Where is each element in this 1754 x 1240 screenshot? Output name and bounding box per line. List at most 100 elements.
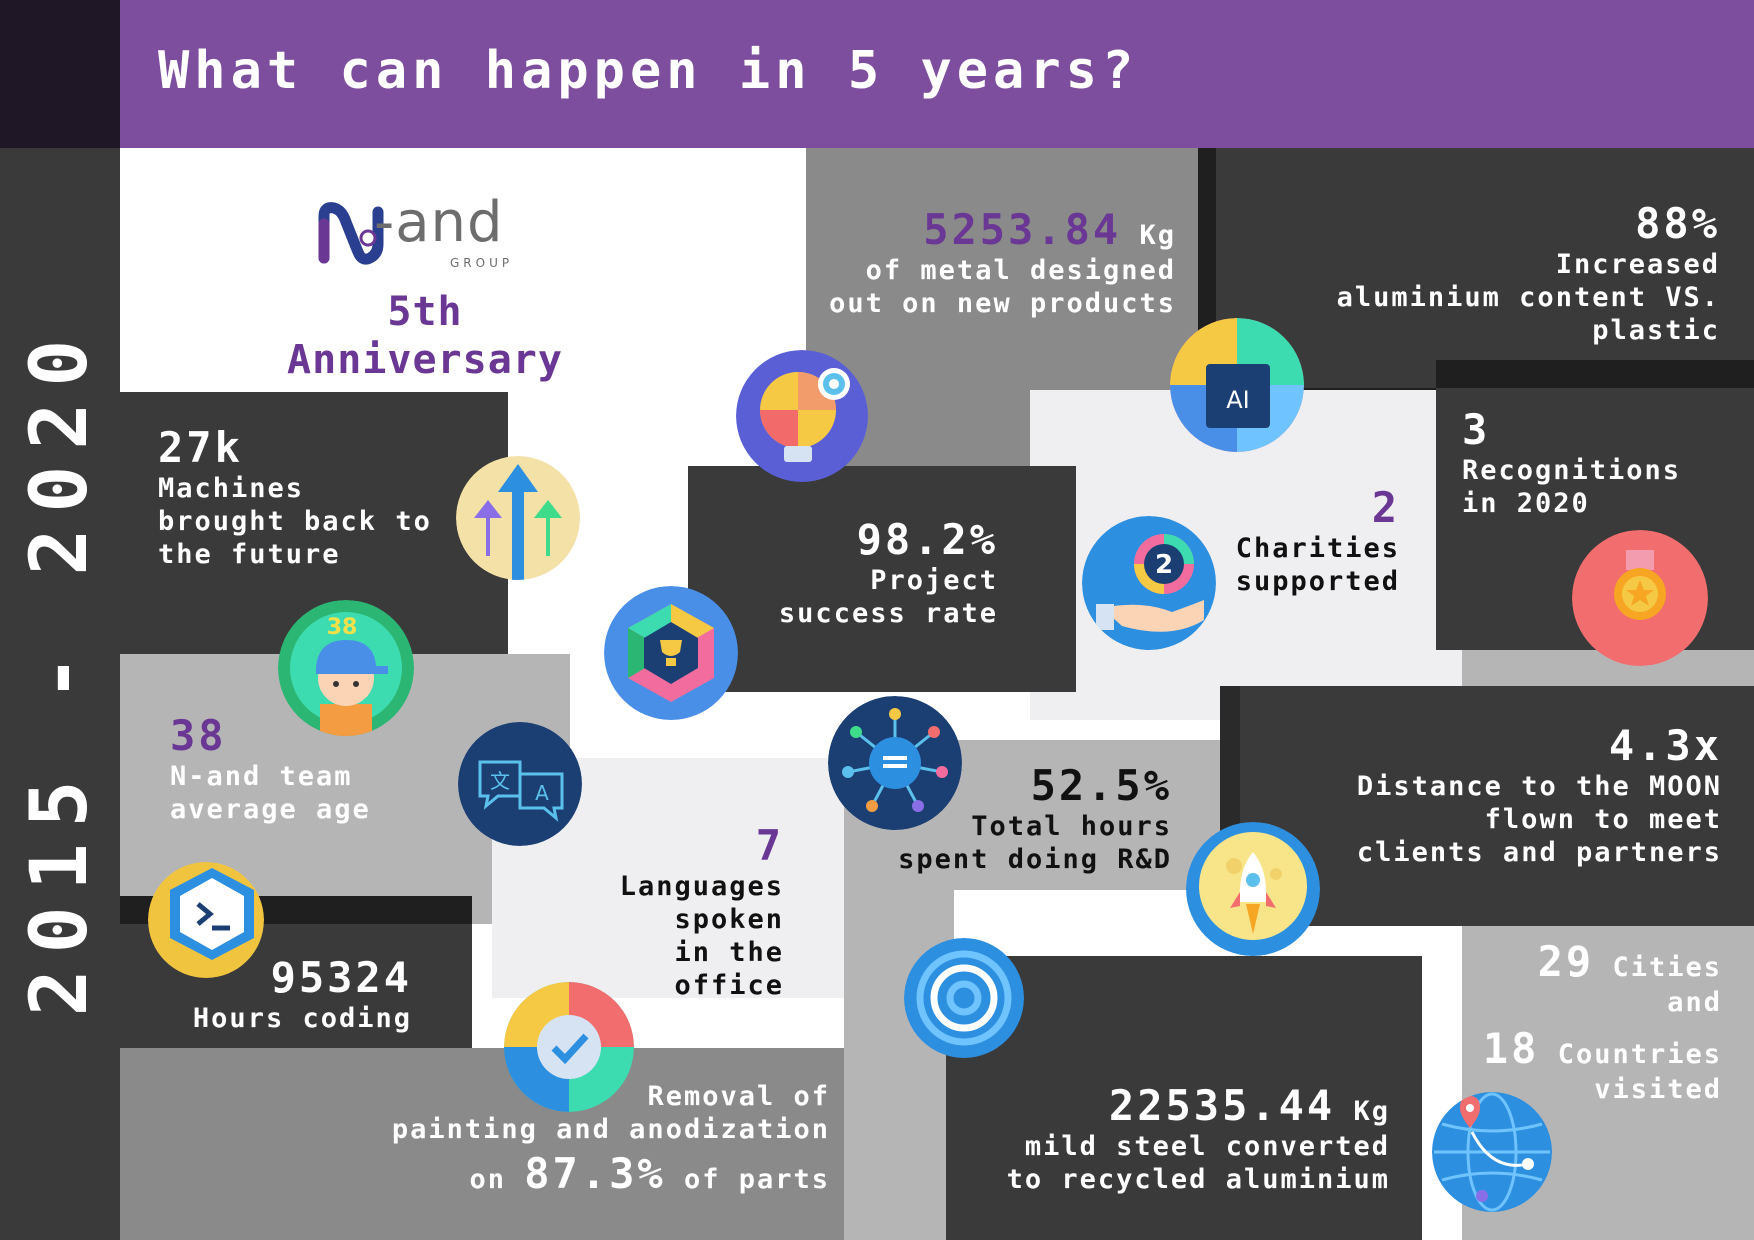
stat-age-value: 38 bbox=[170, 711, 227, 760]
stat-metal-unit: Kg bbox=[1139, 220, 1176, 251]
ai-badge-text: AI bbox=[1226, 386, 1250, 414]
anniversary-subtitle: 5th Anniversary bbox=[287, 289, 563, 383]
stat-moon-line2: flown to meet bbox=[1484, 804, 1722, 835]
stat-machines-line2: brought back to bbox=[158, 506, 432, 537]
stat-rnd-value: 52.5% bbox=[1030, 761, 1172, 810]
stat-travel-visited: visited bbox=[1594, 1074, 1722, 1105]
logo-mark-icon bbox=[318, 202, 384, 265]
stat-age: 38 N-and team average age bbox=[170, 712, 450, 826]
stat-machines-line1: Machines bbox=[158, 473, 305, 504]
stat-painting-prefix: on bbox=[469, 1164, 506, 1195]
panel-success bbox=[688, 466, 1076, 692]
stat-success-value: 98.2% bbox=[856, 515, 998, 564]
sidebar bbox=[0, 0, 120, 1240]
panel-painting bbox=[120, 1048, 896, 1240]
stat-charities: 2 Charities supported bbox=[1220, 484, 1400, 598]
stat-charities-value: 2 bbox=[1371, 483, 1400, 532]
panel-recognitions-shadow bbox=[1436, 360, 1754, 388]
research-network-icon bbox=[828, 696, 962, 830]
recycle-rings-icon bbox=[904, 938, 1024, 1058]
charity-hand-icon: 2 bbox=[1082, 516, 1216, 650]
stat-age-line1: N-and team bbox=[170, 761, 353, 792]
age-badge-text: 38 bbox=[327, 615, 358, 640]
stat-steel-unit: Kg bbox=[1353, 1096, 1390, 1127]
globe-location-icon bbox=[1432, 1092, 1552, 1212]
sidebar-corner bbox=[0, 0, 120, 148]
stat-coding-line1: Hours coding bbox=[192, 1003, 412, 1034]
stat-travel: 29 Cities and 18 Countries visited bbox=[1480, 938, 1722, 1106]
stat-languages-line3: in the office bbox=[674, 937, 784, 1001]
stat-success-line1: Project bbox=[870, 565, 998, 596]
stat-steel: 22535.44 Kg mild steel converted to recy… bbox=[980, 1082, 1390, 1196]
stat-moon-value: 4.3x bbox=[1608, 721, 1722, 770]
stat-metal-line2: out on new products bbox=[829, 288, 1176, 319]
stat-rnd-line2: spent doing R&D bbox=[898, 844, 1172, 875]
stat-metal: 5253.84 Kg of metal designed out on new … bbox=[806, 206, 1176, 320]
terminal-code-icon bbox=[148, 862, 264, 978]
panel-steel-light bbox=[844, 890, 954, 1240]
translation-icon: 文 A bbox=[458, 722, 582, 846]
stat-languages: 7 Languages spoken in the office bbox=[560, 822, 784, 1002]
logo-brand-text: -and bbox=[374, 190, 504, 255]
stat-cities-label: Cities bbox=[1612, 952, 1722, 983]
charity-badge-text: 2 bbox=[1155, 550, 1173, 580]
stat-success: 98.2% Project success rate bbox=[720, 516, 998, 630]
stat-recognitions-line1: Recognitions bbox=[1462, 455, 1682, 486]
stat-metal-value: 5253.84 bbox=[923, 205, 1122, 254]
stat-moon-line3: clients and partners bbox=[1356, 837, 1722, 868]
stat-charities-line2: supported bbox=[1235, 566, 1400, 597]
stat-machines: 27k Machines brought back to the future bbox=[158, 424, 458, 571]
stat-moon: 4.3x Distance to the MOON flown to meet … bbox=[1340, 722, 1722, 869]
stat-coding: 95324 Hours coding bbox=[160, 954, 412, 1035]
stat-metal-line1: of metal designed bbox=[865, 255, 1176, 286]
stat-steel-line2: to recycled aluminium bbox=[1006, 1164, 1390, 1195]
brand-logo: -and GROUP bbox=[312, 190, 542, 280]
trophy-hexagon-icon bbox=[604, 586, 738, 720]
lightbulb-puzzle-icon bbox=[736, 350, 868, 482]
stat-steel-line1: mild steel converted bbox=[1024, 1131, 1390, 1162]
stat-travel-and: and bbox=[1667, 987, 1722, 1018]
stat-moon-line1: Distance to the MOON bbox=[1356, 771, 1722, 802]
panel-steel bbox=[946, 956, 1422, 1240]
stat-success-line2: success rate bbox=[778, 598, 998, 629]
stat-painting-line2: painting and anodization bbox=[391, 1114, 830, 1145]
stat-rnd: 52.5% Total hours spent doing R&D bbox=[880, 762, 1172, 876]
panel-aluminium bbox=[1216, 148, 1754, 388]
stat-steel-value: 22535.44 bbox=[1108, 1081, 1336, 1130]
stat-aluminium-line1: Increased bbox=[1555, 249, 1720, 280]
developer-avatar-icon: 38 bbox=[278, 600, 414, 736]
stat-painting-suffix: of parts bbox=[683, 1164, 830, 1195]
stat-countries-value: 18 bbox=[1482, 1024, 1540, 1073]
stat-languages-line1: Languages bbox=[619, 871, 784, 902]
stat-painting-value: 87.3% bbox=[524, 1149, 666, 1198]
moon-rocket-icon bbox=[1186, 822, 1320, 956]
stat-rnd-line1: Total hours bbox=[971, 811, 1172, 842]
ai-software-icon: AI bbox=[1170, 318, 1304, 452]
stat-recognitions-value: 3 bbox=[1462, 405, 1491, 454]
gear-check-icon bbox=[504, 982, 634, 1112]
stat-languages-value: 7 bbox=[755, 821, 784, 870]
panel-moon bbox=[1240, 686, 1754, 926]
stat-aluminium-line2: aluminium content VS. plastic bbox=[1336, 282, 1720, 346]
stat-aluminium-value: 88% bbox=[1635, 199, 1720, 248]
header-bar bbox=[120, 0, 1754, 148]
stat-painting: Removal of painting and anodization on 8… bbox=[380, 1080, 830, 1198]
stat-recognitions-line2: in 2020 bbox=[1462, 488, 1590, 519]
logo-group-text: GROUP bbox=[450, 256, 514, 270]
stat-painting-line1: Removal of bbox=[647, 1081, 830, 1112]
growth-arrows-icon bbox=[456, 456, 580, 580]
stat-machines-value: 27k bbox=[158, 423, 243, 472]
sidebar-years: 2015 - 2020 bbox=[15, 323, 105, 1017]
stat-recognitions: 3 Recognitions in 2020 bbox=[1462, 406, 1742, 520]
page-title: What can happen in 5 years? bbox=[158, 41, 1139, 101]
stat-age-line2: average age bbox=[170, 794, 371, 825]
stat-aluminium: 88% Increased aluminium content VS. plas… bbox=[1216, 200, 1720, 347]
stat-charities-line1: Charities bbox=[1235, 533, 1400, 564]
stat-languages-line2: spoken bbox=[674, 904, 784, 935]
stat-machines-line3: the future bbox=[158, 539, 341, 570]
stat-countries-label: Countries bbox=[1557, 1039, 1722, 1070]
medal-icon bbox=[1572, 530, 1708, 666]
stat-cities-value: 29 bbox=[1537, 937, 1595, 986]
language-glyph-1: 文 bbox=[490, 769, 510, 793]
stat-coding-value: 95324 bbox=[270, 953, 412, 1002]
